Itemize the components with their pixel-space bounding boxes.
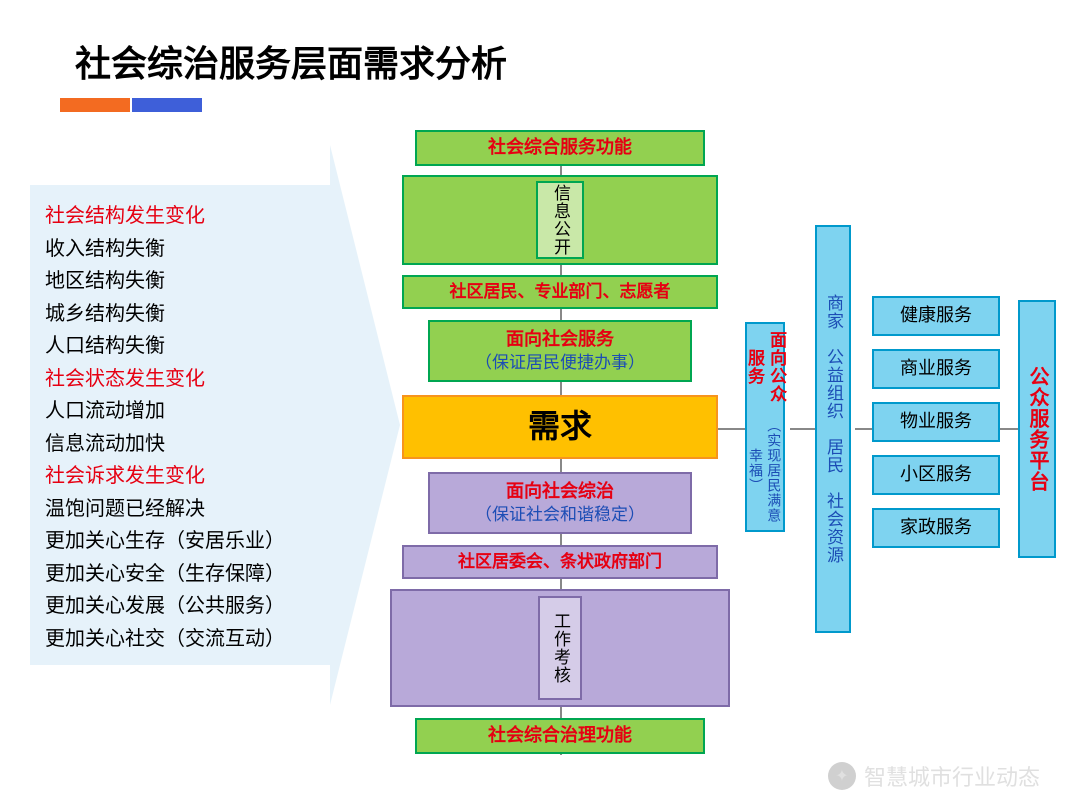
list-item: 社会状态发生变化 [45, 363, 325, 396]
accent-bar-orange [60, 98, 130, 112]
list-item: 温饱问题已经解决 [45, 493, 325, 526]
top-green-header: 社会综合服务功能 [415, 130, 705, 166]
list-item: 社会诉求发生变化 [45, 460, 325, 493]
cyan-service-item: 小区服务 [872, 455, 1000, 495]
list-item: 人口结构失衡 [45, 330, 325, 363]
cyan-service-item: 家政服务 [872, 508, 1000, 548]
platform-label: 公众服务平台 [1024, 366, 1050, 492]
cyan-service-item: 商业服务 [872, 349, 1000, 389]
green-actors-label: 社区居民、专业部门、志愿者 [450, 281, 671, 303]
cyan-actors-label: 商家 公益组织 居民 社会资源 [822, 294, 844, 564]
list-item: 更加关心社交（交流互动） [45, 623, 325, 656]
gov-box: 面向社会综治 （保证社会和谐稳定） [428, 472, 692, 534]
page-title: 社会综治服务层面需求分析 [75, 35, 507, 87]
green-actors-box: 社区居民、专业部门、志愿者 [402, 275, 718, 309]
cyan-service-item: 物业服务 [872, 402, 1000, 442]
purple-actors-box: 社区居委会、条状政府部门 [402, 545, 718, 579]
list-item: 地区结构失衡 [45, 265, 325, 298]
accent-bar-blue [132, 98, 202, 112]
cyan-service-item: 健康服务 [872, 296, 1000, 336]
list-item: 社会结构发生变化 [45, 200, 325, 233]
demand-label: 需求 [528, 406, 592, 448]
green-items-container: 居民互动便民办事平安联防公益服务信息公开 [402, 175, 718, 265]
top-green-label: 社会综合服务功能 [488, 136, 632, 159]
cyan-left-sub: （实现居民满意幸福） [747, 410, 783, 530]
wechat-icon: ✦ [828, 762, 856, 790]
gov-sub: （保证社会和谐稳定） [475, 504, 645, 526]
purple-items-container: 信息采集日常工作事件处理综治维稳提高效率工作考核 [390, 589, 730, 707]
purple-actors-label: 社区居委会、条状政府部门 [458, 551, 662, 573]
changes-list: 社会结构发生变化收入结构失衡地区结构失衡城乡结构失衡人口结构失衡社会状态发生变化… [45, 200, 325, 655]
purple-item: 工作考核 [538, 596, 582, 700]
bottom-green-box: 社会综合治理功能 [415, 718, 705, 754]
green-item: 信息公开 [536, 181, 584, 259]
cyan-actors-box: 商家 公益组织 居民 社会资源 [815, 225, 851, 633]
list-item: 更加关心生存（安居乐业） [45, 525, 325, 558]
service-sub: （保证居民便捷办事） [475, 352, 645, 374]
list-item: 城乡结构失衡 [45, 298, 325, 331]
list-item: 更加关心发展（公共服务） [45, 590, 325, 623]
gov-title: 面向社会综治 [506, 480, 614, 503]
list-item: 收入结构失衡 [45, 233, 325, 266]
footer-watermark: ✦ 智慧城市行业动态 [828, 760, 1040, 792]
bottom-green-label: 社会综合治理功能 [488, 724, 632, 747]
list-item: 更加关心安全（生存保障） [45, 558, 325, 591]
list-item: 信息流动加快 [45, 428, 325, 461]
platform-box: 公众服务平台 [1018, 300, 1056, 558]
service-box: 面向社会服务 （保证居民便捷办事） [428, 320, 692, 382]
service-title: 面向社会服务 [506, 328, 614, 351]
cyan-left-title: 面向公众服务 [743, 324, 787, 410]
demand-box: 需求 [402, 395, 718, 459]
list-item: 人口流动增加 [45, 395, 325, 428]
cyan-left-box: 面向公众服务 （实现居民满意幸福） [745, 322, 785, 532]
footer-text: 智慧城市行业动态 [864, 760, 1040, 792]
